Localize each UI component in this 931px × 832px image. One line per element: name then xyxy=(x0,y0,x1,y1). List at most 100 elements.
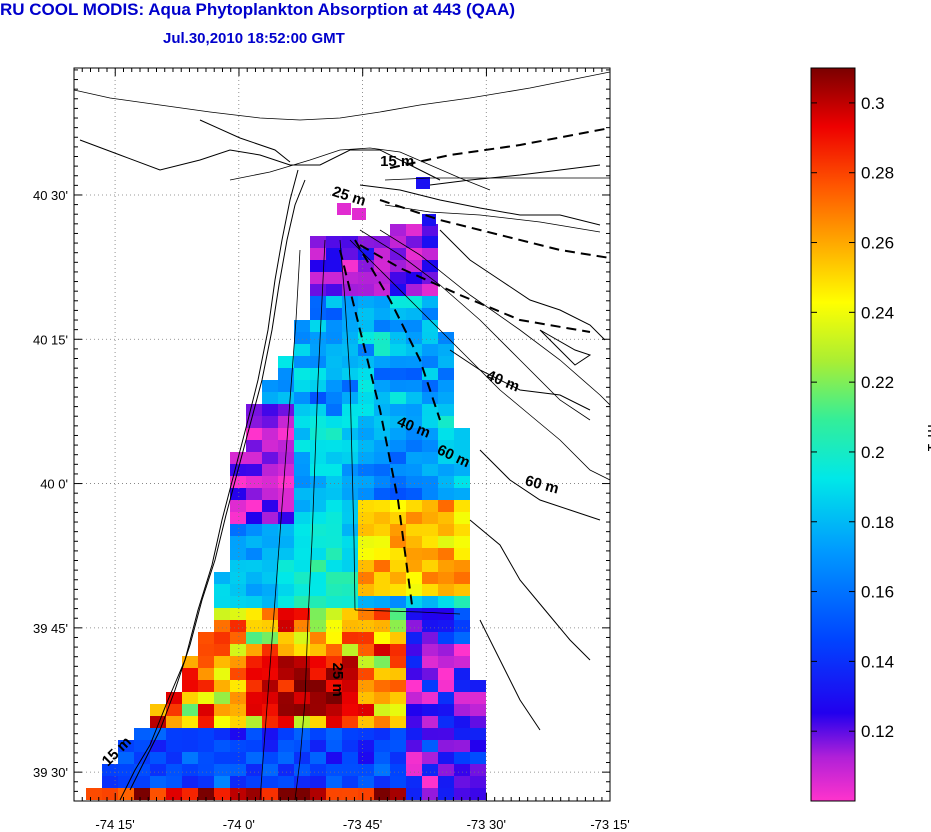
data-cell xyxy=(454,764,470,776)
data-cell xyxy=(438,704,454,716)
data-cell xyxy=(406,644,422,656)
data-cell xyxy=(470,764,486,776)
data-cell xyxy=(326,560,342,572)
data-cell xyxy=(358,260,374,272)
data-cell xyxy=(310,248,326,260)
data-cell xyxy=(294,716,310,728)
data-cell xyxy=(262,764,278,776)
data-cell xyxy=(310,440,326,452)
data-cell xyxy=(374,692,390,704)
data-cell xyxy=(454,668,470,680)
data-cell xyxy=(326,668,342,680)
data-cell xyxy=(278,764,294,776)
data-cell xyxy=(166,740,182,752)
data-cell xyxy=(182,752,198,764)
data-cell xyxy=(166,764,182,776)
data-cell xyxy=(358,500,374,512)
data-cell xyxy=(374,404,390,416)
data-cell xyxy=(454,536,470,548)
data-cell xyxy=(246,632,262,644)
data-cell xyxy=(342,332,358,344)
data-cell xyxy=(470,692,486,704)
data-cell xyxy=(406,392,422,404)
data-cell xyxy=(326,248,342,260)
data-cell xyxy=(262,728,278,740)
data-cell xyxy=(102,764,118,776)
data-cell xyxy=(246,584,262,596)
data-cell xyxy=(438,752,454,764)
data-cell xyxy=(374,512,390,524)
data-cell xyxy=(422,644,438,656)
data-cell xyxy=(374,716,390,728)
data-cell xyxy=(310,752,326,764)
data-cell xyxy=(358,488,374,500)
data-cell xyxy=(390,776,406,788)
data-cell xyxy=(310,476,326,488)
data-cell xyxy=(422,788,438,800)
data-cell xyxy=(374,260,390,272)
data-cell xyxy=(262,416,278,428)
data-cell xyxy=(278,500,294,512)
data-cell xyxy=(150,704,166,716)
data-cell xyxy=(326,524,342,536)
data-cell xyxy=(374,656,390,668)
data-cell xyxy=(262,452,278,464)
data-cell xyxy=(374,608,390,620)
data-cell xyxy=(278,752,294,764)
data-cell xyxy=(246,620,262,632)
colorbar-unit-label: m-1 xyxy=(924,424,931,452)
data-cell xyxy=(406,344,422,356)
data-cell xyxy=(358,596,374,608)
data-cell xyxy=(278,428,294,440)
data-cell xyxy=(182,788,198,800)
data-cell xyxy=(390,224,406,236)
data-cell xyxy=(310,512,326,524)
data-cell xyxy=(198,668,214,680)
data-cell xyxy=(390,380,406,392)
data-cell xyxy=(454,716,470,728)
data-cell xyxy=(422,680,438,692)
data-cell xyxy=(230,656,246,668)
data-cell xyxy=(390,464,406,476)
data-cell xyxy=(470,776,486,788)
data-cell xyxy=(310,416,326,428)
data-cell xyxy=(470,788,486,800)
data-cell xyxy=(342,476,358,488)
data-cell xyxy=(230,764,246,776)
data-cell xyxy=(278,464,294,476)
data-cell xyxy=(406,452,422,464)
data-cell xyxy=(342,452,358,464)
data-cell xyxy=(374,476,390,488)
data-cell xyxy=(310,584,326,596)
data-cell xyxy=(214,572,230,584)
data-cell xyxy=(390,584,406,596)
data-cell xyxy=(374,296,390,308)
data-cell xyxy=(422,728,438,740)
data-cell xyxy=(358,644,374,656)
data-cell xyxy=(406,296,422,308)
data-cell xyxy=(134,740,150,752)
axis-tick-labels: -74 15' -74 0' -73 45' -73 30' -73 15' 40 30'… xyxy=(33,188,630,832)
colorbar-tick-label: 0.26 xyxy=(861,234,894,253)
data-cell xyxy=(406,308,422,320)
data-cell xyxy=(454,608,470,620)
data-cell xyxy=(374,644,390,656)
data-cell xyxy=(278,704,294,716)
data-cell xyxy=(262,680,278,692)
data-cell xyxy=(454,728,470,740)
data-cell xyxy=(246,788,262,800)
data-cell xyxy=(310,428,326,440)
data-cell xyxy=(358,740,374,752)
data-cell xyxy=(454,620,470,632)
data-cell xyxy=(390,764,406,776)
data-cell xyxy=(278,476,294,488)
data-cell xyxy=(262,740,278,752)
data-cell xyxy=(342,704,358,716)
data-cell xyxy=(230,536,246,548)
data-cell xyxy=(438,632,454,644)
data-cell xyxy=(294,704,310,716)
data-cell xyxy=(278,728,294,740)
data-cell xyxy=(438,500,454,512)
data-cell xyxy=(278,512,294,524)
chart-subtitle: Jul.30,2010 18:52:00 GMT xyxy=(163,30,345,47)
